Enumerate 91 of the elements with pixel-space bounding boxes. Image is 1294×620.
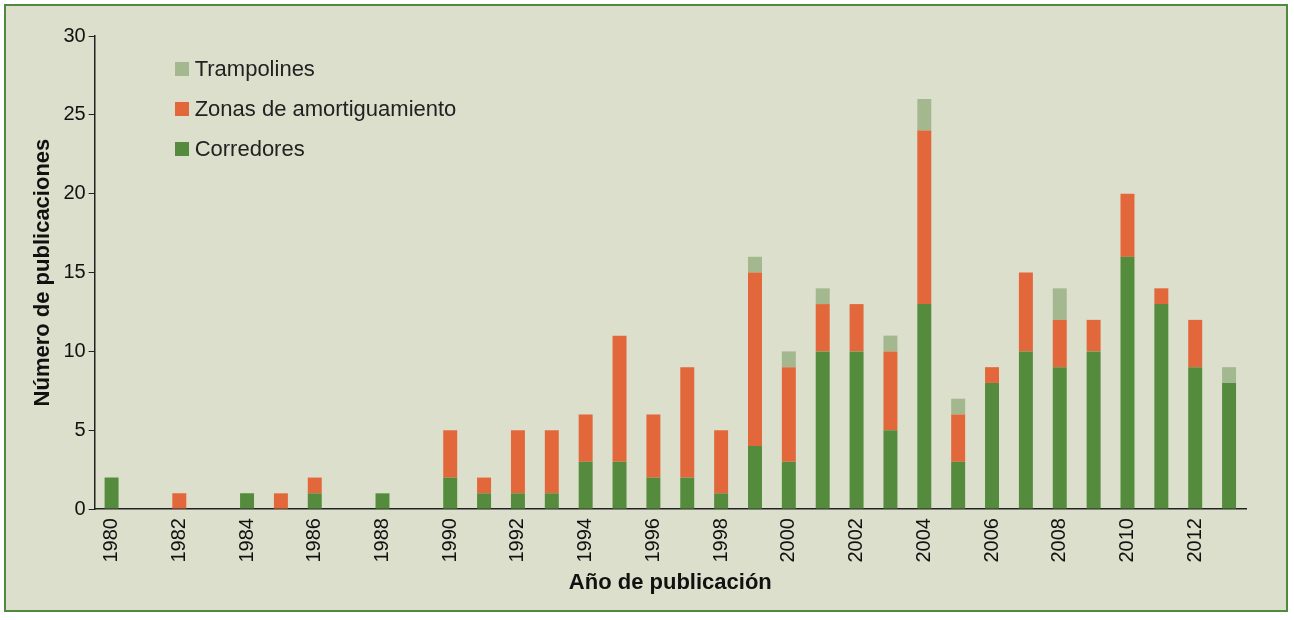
bar bbox=[917, 304, 932, 509]
x-tick-label: 1998 bbox=[708, 518, 731, 563]
bar bbox=[1120, 193, 1135, 257]
x-tick-label: 1996 bbox=[640, 518, 663, 563]
bar bbox=[510, 493, 525, 509]
bar bbox=[883, 351, 898, 431]
y-tick-label: 10 bbox=[63, 338, 86, 361]
bar bbox=[1154, 288, 1169, 305]
bar bbox=[646, 414, 661, 478]
bar bbox=[781, 351, 796, 368]
bar bbox=[1188, 367, 1203, 509]
bar bbox=[917, 130, 932, 305]
bar bbox=[1052, 319, 1067, 368]
bar bbox=[781, 367, 796, 462]
y-axis-title: Número de publicaciones bbox=[29, 138, 55, 407]
x-tick-label: 2004 bbox=[911, 518, 934, 563]
bar bbox=[883, 335, 898, 352]
bar bbox=[1120, 256, 1135, 509]
y-tick-label: 30 bbox=[63, 23, 86, 46]
bar bbox=[748, 272, 762, 447]
bar bbox=[544, 493, 559, 509]
bar bbox=[443, 477, 458, 509]
bar bbox=[1222, 382, 1237, 509]
x-tick-label: 2000 bbox=[776, 518, 799, 563]
bar bbox=[1188, 319, 1203, 368]
x-axis-title: Año de publicación bbox=[568, 568, 772, 594]
bar bbox=[612, 461, 627, 509]
bar bbox=[646, 477, 661, 509]
legend-label: Zonas de amortiguamiento bbox=[194, 96, 457, 122]
bar bbox=[578, 414, 593, 462]
bar bbox=[985, 382, 1000, 509]
bar bbox=[1052, 288, 1067, 320]
bar bbox=[680, 477, 695, 509]
x-tick-label: 1988 bbox=[370, 518, 392, 563]
bar bbox=[477, 493, 492, 509]
legend-label: Trampolines bbox=[194, 56, 315, 82]
bar bbox=[815, 288, 830, 305]
bar bbox=[951, 414, 966, 462]
y-tick-label: 0 bbox=[74, 496, 86, 519]
x-tick-label: 2012 bbox=[1182, 518, 1205, 563]
bar bbox=[680, 367, 695, 478]
bar bbox=[104, 477, 119, 509]
bar bbox=[510, 430, 525, 494]
bar bbox=[849, 351, 864, 509]
bar bbox=[443, 430, 458, 478]
x-tick-label: 1982 bbox=[166, 518, 189, 563]
y-tick-label: 15 bbox=[63, 260, 86, 283]
bar bbox=[951, 398, 966, 415]
x-tick-label: 2008 bbox=[1047, 518, 1070, 563]
x-tick-label: 1986 bbox=[302, 518, 325, 563]
bar bbox=[273, 493, 288, 509]
bar bbox=[748, 256, 762, 273]
bar bbox=[1222, 367, 1237, 383]
y-tick-label: 5 bbox=[74, 417, 86, 440]
bar bbox=[815, 304, 830, 352]
bar bbox=[883, 430, 898, 509]
x-tick-label: 2006 bbox=[979, 518, 1002, 563]
bar bbox=[544, 430, 559, 494]
bar bbox=[748, 446, 762, 509]
bar bbox=[815, 351, 830, 509]
bar bbox=[951, 461, 966, 509]
y-tick-label: 20 bbox=[63, 181, 86, 204]
bar bbox=[714, 493, 729, 509]
bar bbox=[578, 461, 593, 509]
bar bbox=[1086, 351, 1101, 509]
bar bbox=[714, 430, 729, 494]
bar bbox=[1018, 351, 1033, 509]
x-tick-label: 1994 bbox=[573, 518, 596, 563]
bar bbox=[849, 304, 864, 352]
bar bbox=[1018, 272, 1033, 352]
bar bbox=[1086, 319, 1101, 352]
x-tick-label: 1990 bbox=[437, 518, 460, 563]
bar bbox=[985, 367, 1000, 383]
x-tick-label: 1980 bbox=[99, 518, 122, 563]
x-tick-label: 1992 bbox=[505, 518, 528, 563]
bar bbox=[307, 493, 322, 509]
bar bbox=[781, 461, 796, 509]
bar bbox=[240, 493, 255, 509]
bar bbox=[917, 99, 932, 131]
y-tick-label: 25 bbox=[63, 102, 86, 125]
bar bbox=[1052, 367, 1067, 509]
x-tick-label: 1984 bbox=[234, 518, 257, 563]
bar bbox=[172, 493, 187, 509]
bar bbox=[477, 477, 492, 494]
bar bbox=[375, 493, 390, 509]
legend-label: Corredores bbox=[194, 136, 305, 162]
bar bbox=[612, 335, 627, 462]
x-tick-label: 2010 bbox=[1114, 518, 1137, 563]
bar bbox=[307, 477, 322, 494]
x-tick-label: 2002 bbox=[844, 518, 867, 563]
bar bbox=[1154, 304, 1169, 509]
